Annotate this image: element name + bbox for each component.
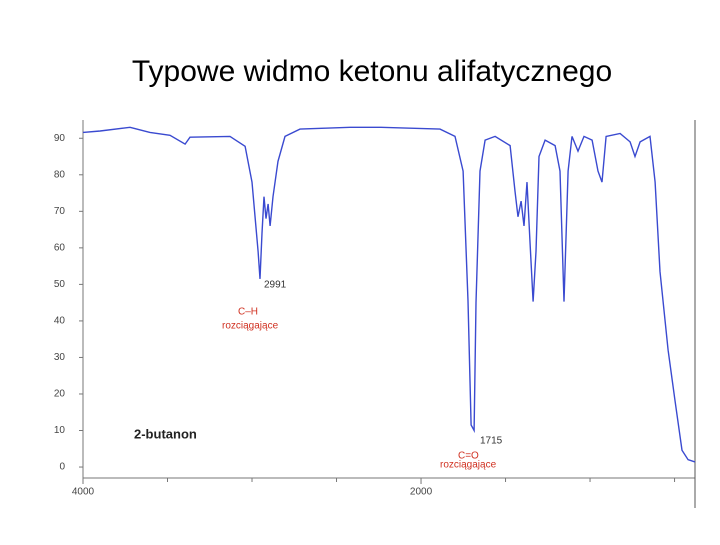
annotation: 1715: [480, 436, 503, 447]
y-tick-label: 80: [54, 169, 66, 180]
y-tick-label: 40: [54, 316, 66, 327]
annotation: rozciągające: [222, 321, 279, 332]
spectrum-line: [82, 126, 696, 463]
annotation: rozciągające: [440, 460, 497, 471]
y-tick-label: 70: [54, 206, 66, 217]
x-tick-label: 4000: [72, 487, 95, 498]
y-tick-label: 90: [54, 133, 66, 144]
y-tick-label: 20: [54, 389, 66, 400]
legend-label: 2-butanon: [134, 426, 197, 441]
annotation: C=O: [458, 451, 479, 462]
y-tick-label: 60: [54, 242, 66, 253]
annotation: 2991: [264, 280, 287, 291]
annotation: C–H: [238, 307, 258, 318]
y-tick-label: 30: [54, 352, 66, 363]
y-tick-label: 50: [54, 279, 66, 290]
chart-title: Typowe widmo ketonu alifatycznego: [132, 55, 612, 88]
y-tick-label: 10: [54, 425, 66, 436]
x-tick-label: 2000: [410, 487, 433, 498]
y-tick-label: 0: [59, 462, 65, 473]
